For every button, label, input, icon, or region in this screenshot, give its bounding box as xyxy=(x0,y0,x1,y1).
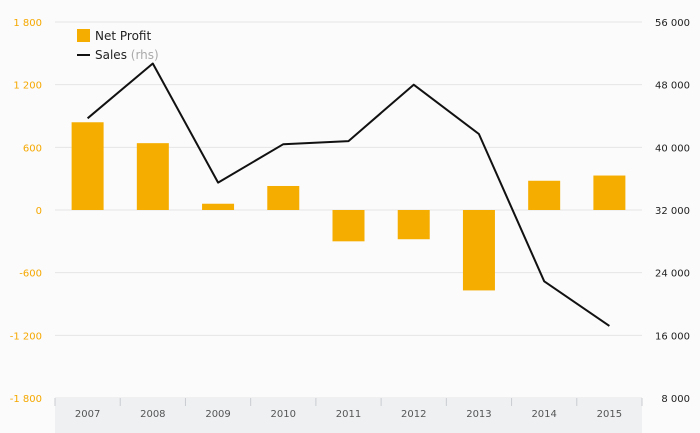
net-profit-bar xyxy=(462,210,495,291)
legend: Net Profit Sales (rhs) xyxy=(77,29,159,62)
net-profit-bar xyxy=(332,210,365,242)
left-tick-label: -600 xyxy=(19,269,42,280)
net-profit-bars xyxy=(71,122,626,291)
right-tick-label: 16 000 xyxy=(655,331,690,342)
sales-line xyxy=(86,62,610,327)
net-profit-bar xyxy=(202,203,235,210)
legend-label-net-profit: Net Profit xyxy=(95,29,151,43)
left-tick-label: 0 xyxy=(36,206,42,217)
legend-label-sales-name: Sales xyxy=(95,48,127,62)
x-tick-label: 2007 xyxy=(75,409,100,420)
x-tick-label: 2014 xyxy=(531,409,556,420)
legend-label-sales-note: (rhs) xyxy=(131,48,159,62)
left-tick-label: -1 200 xyxy=(10,331,42,342)
left-tick-label: -1 800 xyxy=(10,394,42,405)
net-profit-bar xyxy=(397,210,430,240)
right-tick-label: 40 000 xyxy=(655,143,690,154)
legend-swatch-net-profit xyxy=(77,29,90,42)
right-axis-ticks: 56 000 48 000 40 000 32 000 24 000 16 000 8 00… xyxy=(655,18,690,405)
right-tick-label: 8 000 xyxy=(661,394,690,405)
net-profit-bar xyxy=(136,143,169,210)
x-tick-label: 2015 xyxy=(597,409,622,420)
left-tick-label: 600 xyxy=(23,143,42,154)
x-tick-label: 2011 xyxy=(336,409,361,420)
right-tick-label: 32 000 xyxy=(655,206,690,217)
right-tick-label: 24 000 xyxy=(655,269,690,280)
x-axis-band xyxy=(55,398,642,433)
left-tick-label: 1 200 xyxy=(13,81,42,92)
net-profit-bar xyxy=(528,180,561,210)
net-profit-bar xyxy=(267,185,300,210)
x-tick-label: 2013 xyxy=(466,409,491,420)
x-axis: 2007 2008 2009 2010 2011 2012 2013 2014 2015 xyxy=(54,398,643,433)
right-tick-label: 56 000 xyxy=(655,18,690,29)
legend-label-sales: Sales (rhs) xyxy=(95,48,159,62)
left-tick-label: 1 800 xyxy=(13,18,42,29)
right-tick-label: 48 000 xyxy=(655,81,690,92)
net-profit-bar xyxy=(71,122,104,210)
x-tick-label: 2012 xyxy=(401,409,426,420)
net-profit-bar xyxy=(593,175,626,210)
x-tick-label: 2008 xyxy=(140,409,165,420)
left-axis-ticks: 1 800 1 200 600 0 -600 -1 200 -1 800 xyxy=(10,18,42,405)
x-tick-label: 2010 xyxy=(271,409,296,420)
x-tick-label: 2009 xyxy=(205,409,230,420)
